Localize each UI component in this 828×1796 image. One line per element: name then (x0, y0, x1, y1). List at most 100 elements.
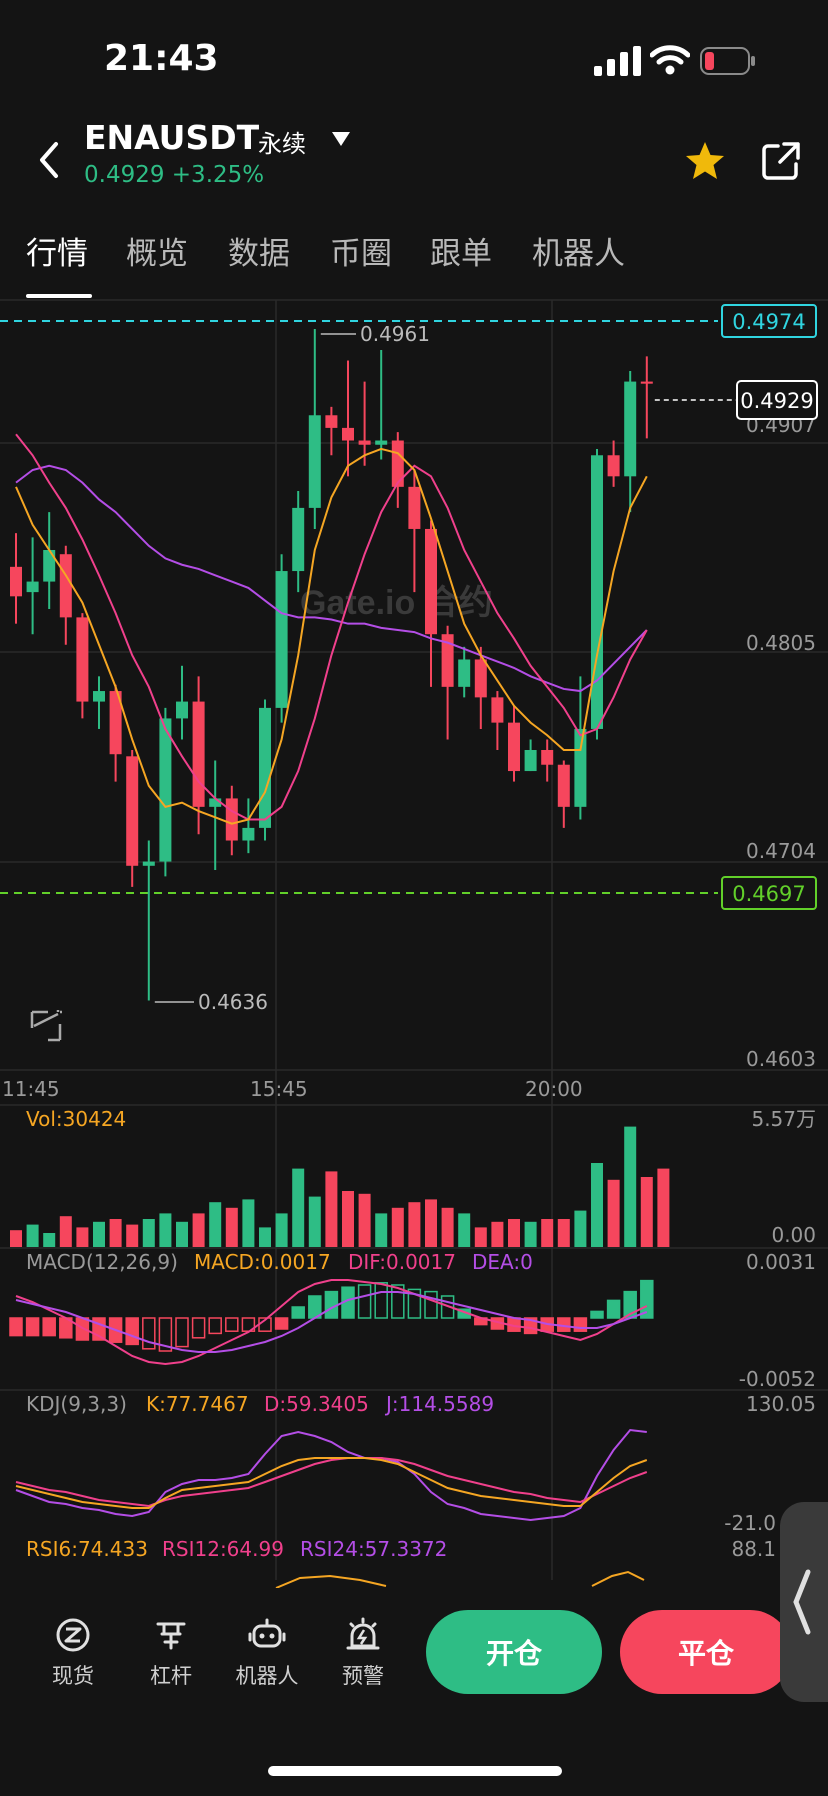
back-icon[interactable] (34, 140, 64, 180)
nav-leverage[interactable]: 杠杆 (126, 1616, 216, 1690)
rsi12-label: RSI12:64.99 (162, 1537, 284, 1561)
close-position-button[interactable]: 平仓 (620, 1610, 792, 1694)
price-change: 0.4929 +3.25% (84, 162, 265, 188)
candle-body (209, 798, 222, 807)
macd-histogram-bar (324, 1290, 339, 1319)
upper-level-tag (721, 304, 817, 338)
volume-bar (358, 1193, 371, 1247)
candle-body (607, 455, 620, 477)
tab-coin-circle[interactable]: 币圈 (330, 236, 392, 272)
volume-bar (76, 1227, 89, 1247)
nav-leverage-label: 杠杆 (150, 1664, 192, 1688)
volume-bar (425, 1199, 437, 1247)
bottom-bar: 现货 杠杆 机器人 预警 开仓 平仓 (0, 1590, 828, 1796)
macd-histogram-bar (357, 1284, 372, 1319)
volume-bar (10, 1230, 22, 1247)
candle-body (342, 427, 354, 441)
ma-line-yellow (15, 447, 648, 825)
candle-body (192, 701, 205, 807)
macd-bottom-label: -0.0052 (739, 1367, 816, 1391)
tab-data[interactable]: 数据 (228, 236, 290, 272)
fullscreen-icon[interactable] (30, 1010, 62, 1042)
candle-body (93, 691, 105, 702)
macd-histogram-bar (391, 1284, 405, 1319)
pair-title[interactable]: ENAUSDT (84, 118, 260, 157)
candle-body (308, 415, 321, 508)
nav-robot-label: 机器人 (235, 1664, 299, 1688)
candle-body (242, 827, 255, 841)
macd-histogram-bar (407, 1288, 422, 1319)
alert-icon (346, 1617, 380, 1650)
macd-dif-line (15, 1279, 648, 1366)
nav-robot[interactable]: 机器人 (222, 1616, 312, 1690)
candle-body (557, 764, 570, 807)
macd-dea-line (15, 1291, 648, 1353)
candle-body (541, 750, 554, 765)
volume-bar (458, 1213, 471, 1247)
volume-bar (657, 1168, 670, 1247)
contract-type[interactable]: 永续 (258, 130, 306, 158)
candle-body (358, 440, 371, 445)
volume-bar (391, 1207, 404, 1247)
macd-histogram-bar (274, 1317, 289, 1330)
candle-body (441, 634, 454, 687)
volume-label: Vol:30424 (26, 1107, 126, 1131)
volume-bar (59, 1216, 72, 1247)
tab-overview[interactable]: 概览 (126, 236, 188, 272)
rsi6-line (275, 1574, 387, 1588)
signal-icon (594, 46, 641, 76)
macd-histogram-bar (606, 1299, 621, 1319)
price-axis-label: 0.4805 (746, 631, 816, 655)
candle-body (259, 707, 271, 828)
candle-body (325, 415, 338, 428)
open-position-button[interactable]: 开仓 (426, 1610, 602, 1694)
kline-chart[interactable]: Gate.io 合约0.49740.46970.49070.48050.4704… (0, 298, 828, 1588)
volume-bar (93, 1221, 105, 1247)
lower-level-tag (721, 876, 817, 910)
rsi-top-label: 88.1 (731, 1537, 776, 1561)
volume-bar (275, 1213, 288, 1247)
volume-bar (259, 1227, 271, 1247)
tab-robot[interactable]: 机器人 (532, 236, 625, 272)
tab-copy-trading[interactable]: 跟单 (430, 236, 492, 272)
macd-histogram-bar (158, 1317, 173, 1352)
leverage-icon (156, 1622, 186, 1650)
wifi-icon (650, 45, 690, 75)
macd-histogram-bar (175, 1317, 189, 1348)
candle-body (26, 581, 39, 593)
nav-alert[interactable]: 预警 (318, 1616, 408, 1690)
share-icon[interactable] (760, 140, 802, 182)
tab-market[interactable]: 行情 (26, 236, 88, 272)
volume-max-label: 5.57万 (751, 1107, 816, 1131)
candle-body (176, 701, 188, 719)
volume-bar (408, 1202, 421, 1247)
volume-bar (508, 1219, 520, 1247)
volume-bar (43, 1233, 56, 1247)
nav-spot[interactable]: 现货 (28, 1616, 118, 1690)
dropdown-caret-icon[interactable] (330, 130, 352, 148)
candle-body (225, 798, 238, 841)
volume-bar (159, 1213, 172, 1247)
macd-histogram-bar (142, 1317, 156, 1350)
volume-bar (624, 1126, 637, 1247)
macd-histogram-bar (225, 1317, 239, 1332)
kdj-k: K:77.7467 (146, 1392, 249, 1416)
volume-bar (142, 1219, 155, 1247)
volume-bar (591, 1163, 603, 1247)
candle-body (574, 728, 587, 807)
time-axis-label: 20:00 (525, 1077, 583, 1101)
side-drawer-handle[interactable] (780, 1502, 828, 1702)
active-tab-indicator (26, 294, 92, 298)
rsi24-label: RSI24:57.3372 (300, 1537, 447, 1561)
kdj-top-label: 130.05 (746, 1392, 816, 1416)
macd-label: MACD(12,26,9) (26, 1250, 178, 1274)
candle-body (508, 722, 520, 772)
candle-body (524, 750, 537, 772)
home-indicator (268, 1766, 562, 1776)
low-marker-label: 0.4636 (198, 990, 268, 1014)
volume-zero-label: 0.00 (771, 1223, 816, 1247)
candle-body (425, 528, 437, 635)
volume-bar (308, 1196, 321, 1247)
star-icon[interactable] (684, 140, 726, 182)
price-axis-label: 0.4603 (746, 1047, 816, 1071)
